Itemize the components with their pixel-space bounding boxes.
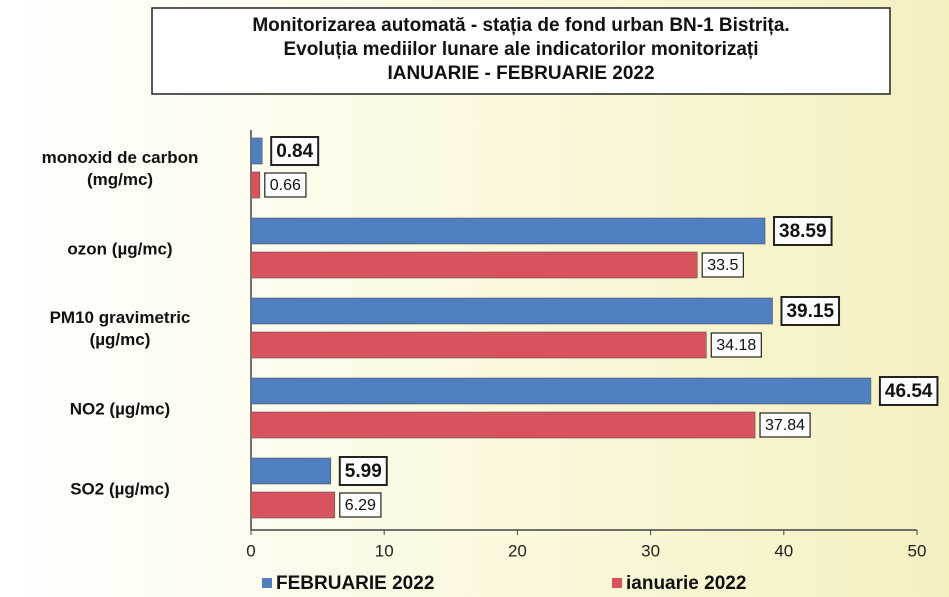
chart-title: Evoluția mediilor lunare ale indicatoril… [283,39,758,60]
value-label: 0.66 [270,177,301,194]
value-label: 6.29 [345,497,376,514]
bar [250,331,707,359]
legend-label: FEBRUARIE 2022 [276,573,434,594]
y-tick-label: monoxid de carbon (mg/mc) [42,148,199,189]
value-label: 37.84 [765,417,805,434]
y-tick-label: SO2 (µg/mc) [70,479,170,498]
y-tick-label: PM10 gravimetric (µg/mc) [50,308,191,349]
legend-swatch [612,578,622,588]
value-label-box [338,456,388,486]
y-tick-label: NO2 (µg/mc) [70,399,170,418]
x-tick-label: 0 [246,541,255,560]
chart-title: IANUARIE - FEBRUARIE 2022 [387,63,654,84]
value-label: 0.84 [276,141,313,162]
value-label-box [710,332,762,358]
x-tick-label: 10 [375,541,394,560]
value-label-box [780,296,841,326]
legend-swatch [262,578,272,588]
bar [250,377,872,405]
bar [250,217,766,245]
value-label: 39.15 [786,301,834,322]
x-tick-label: 50 [908,541,927,560]
value-label: 34.18 [716,337,756,354]
legend-label: ianuarie 2022 [626,573,746,594]
value-label-box [339,492,382,518]
bar [250,297,773,325]
bar [250,171,261,199]
bar [250,137,263,165]
value-label-box [759,412,811,438]
value-label-box [270,136,320,166]
chart-title: Monitorizarea automată - stația de fond … [252,15,789,36]
bar [250,251,698,279]
value-label: 46.54 [885,381,933,402]
x-tick-label: 40 [774,541,793,560]
value-label: 33.5 [707,257,738,274]
x-tick-label: 30 [641,541,660,560]
value-label: 38.59 [779,221,827,242]
bar [250,411,756,439]
y-tick-label: ozon (µg/mc) [67,239,172,258]
title-box [151,7,891,95]
value-label-box [878,376,939,406]
value-label: 5.99 [345,461,382,482]
bar [250,491,336,519]
value-label-box [773,216,833,246]
value-label-box [701,252,744,278]
value-label-box [264,172,307,198]
bar [250,457,332,485]
x-tick-label: 20 [508,541,527,560]
